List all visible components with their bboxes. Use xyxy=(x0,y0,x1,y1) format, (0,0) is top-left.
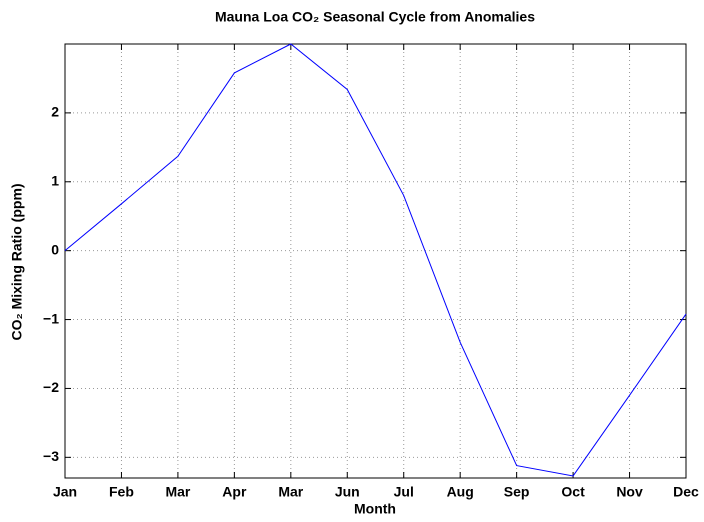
y-tick-label: 2 xyxy=(51,104,59,120)
x-tick-label: Dec xyxy=(673,484,699,500)
x-tick-label: Aug xyxy=(447,484,474,500)
x-tick-label: Mar xyxy=(165,484,190,500)
x-axis-label: Month xyxy=(354,501,396,517)
y-tick-label: −3 xyxy=(43,448,59,464)
plot-frame xyxy=(64,43,687,479)
y-tick-label: 1 xyxy=(51,172,59,188)
x-tick-label: Oct xyxy=(561,484,585,500)
data-line xyxy=(64,43,687,477)
x-tick-label: Jul xyxy=(394,484,414,500)
x-tick-label: Jan xyxy=(53,484,77,500)
x-tick-label: Sep xyxy=(504,484,530,500)
x-tick-label: Nov xyxy=(616,484,643,500)
y-tick-label: 0 xyxy=(51,241,59,257)
y-tick-label: −1 xyxy=(43,310,59,326)
x-tick-label: Feb xyxy=(109,484,134,500)
y-tick-label: −2 xyxy=(43,379,59,395)
x-tick-label: Mar xyxy=(278,484,303,500)
x-tick-label: Jun xyxy=(335,484,360,500)
chart-title: Mauna Loa CO₂ Seasonal Cycle from Anomal… xyxy=(215,9,535,25)
y-axis-label: CO₂ Mixing Ratio (ppm) xyxy=(9,183,25,340)
x-tick-label: Apr xyxy=(222,484,247,500)
